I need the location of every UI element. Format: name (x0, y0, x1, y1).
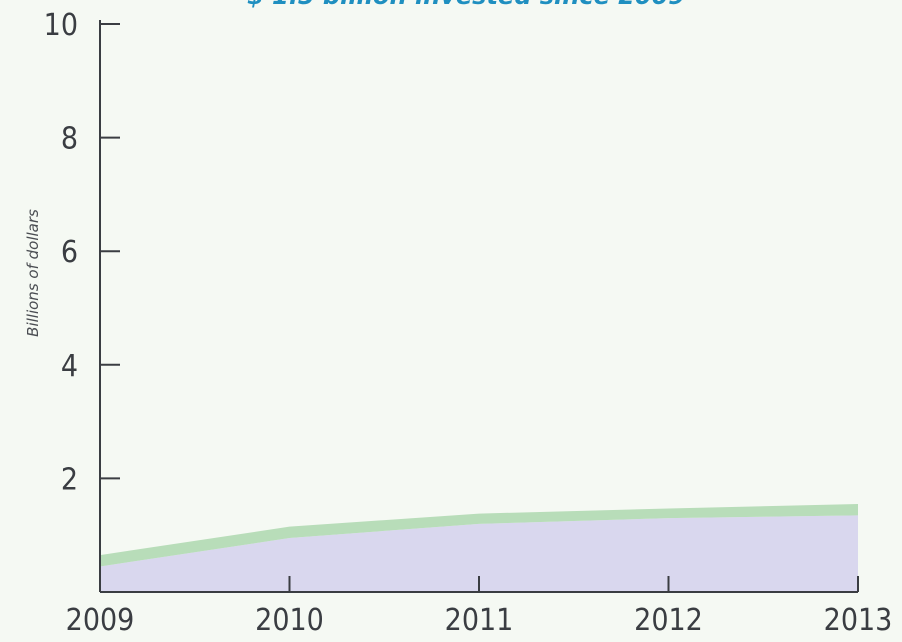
y-tick-label: 2 (61, 462, 78, 497)
x-tick-label: 2009 (66, 603, 135, 638)
x-tick-label: 2012 (634, 603, 703, 638)
area-series-1 (100, 515, 858, 592)
y-tick-label: 6 (61, 235, 78, 270)
area-series-group (100, 503, 858, 592)
y-tick-label: 8 (61, 122, 78, 157)
y-tick-label: 10 (44, 8, 78, 43)
y-tick-label: 4 (61, 349, 78, 384)
axes-group (99, 20, 858, 593)
x-tick-label: 2010 (255, 603, 324, 638)
chart-title: $ 1.5 billion invested since 2009 (247, 0, 685, 10)
area-series-2 (100, 503, 858, 567)
ticks-group: 2009 2010 2011 2012 2013 2 4 6 8 10 (44, 8, 893, 638)
x-tick-label: 2011 (445, 603, 514, 638)
y-axis-label: Billions of dollars (24, 209, 42, 337)
x-tick-label: 2013 (824, 603, 893, 638)
